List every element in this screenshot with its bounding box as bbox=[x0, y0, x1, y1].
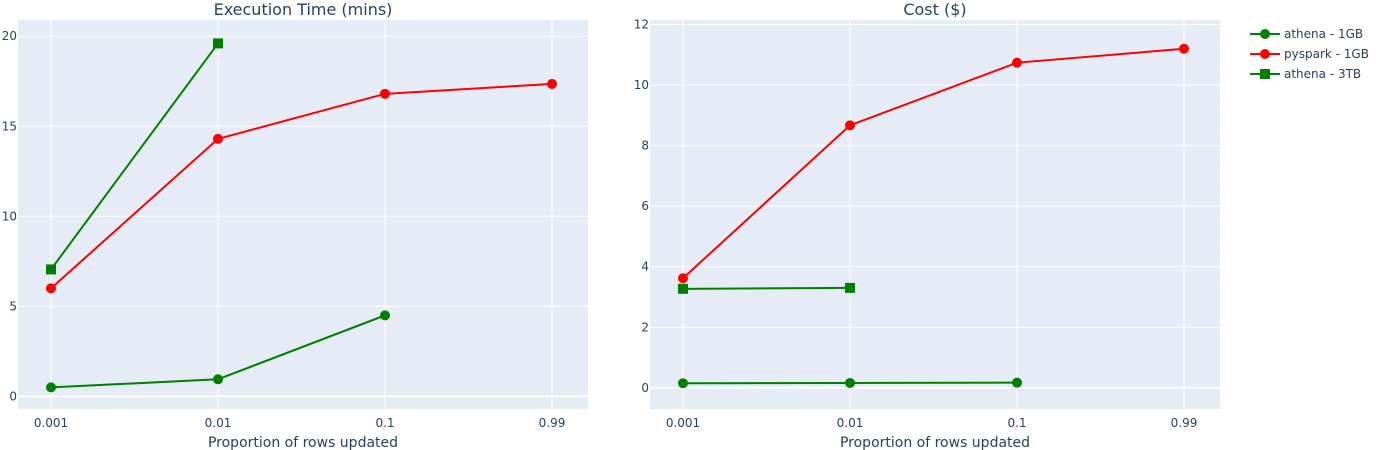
data-point-square bbox=[213, 38, 223, 49]
legend-item[interactable]: athena - 1GB bbox=[1250, 27, 1363, 41]
y-tick-label: 12 bbox=[634, 18, 649, 32]
x-tick-label: 0.001 bbox=[34, 416, 68, 430]
y-tick-label: 20 bbox=[2, 29, 17, 43]
series-line-pyspark-1gb bbox=[50, 82, 553, 290]
data-point-circle bbox=[1012, 377, 1022, 388]
series-line-athena-3tb bbox=[50, 42, 219, 271]
legend-marker-circle bbox=[1260, 29, 1270, 39]
data-point-circle bbox=[380, 88, 390, 99]
chart-title: Cost ($) bbox=[903, 0, 966, 19]
data-point-square bbox=[46, 264, 56, 275]
plot-area bbox=[18, 20, 588, 409]
legend-marker-square bbox=[1260, 69, 1270, 79]
x-axis-title: Proportion of rows updated bbox=[840, 435, 1030, 450]
x-tick-label: 0.99 bbox=[539, 416, 566, 430]
legend-marker-circle bbox=[1260, 49, 1270, 59]
data-point-circle bbox=[1179, 43, 1189, 54]
data-point-circle bbox=[46, 382, 56, 393]
data-point-square bbox=[678, 283, 688, 294]
data-point-circle bbox=[678, 273, 688, 284]
data-point-circle bbox=[678, 378, 688, 389]
data-point-square bbox=[845, 282, 855, 293]
y-tick-label: 5 bbox=[9, 299, 17, 313]
y-tick-label: 0 bbox=[641, 381, 649, 395]
legend-item[interactable]: pyspark - 1GB bbox=[1250, 47, 1369, 61]
x-tick-label: 0.01 bbox=[205, 416, 232, 430]
y-tick-label: 10 bbox=[634, 78, 649, 92]
y-tick-label: 6 bbox=[641, 199, 649, 213]
data-point-circle bbox=[380, 310, 390, 321]
data-point-circle bbox=[213, 133, 223, 144]
data-point-circle bbox=[845, 120, 855, 131]
y-tick-label: 2 bbox=[641, 320, 649, 334]
legend-label: athena - 3TB bbox=[1284, 67, 1361, 81]
data-point-circle bbox=[46, 283, 56, 294]
y-tick-label: 4 bbox=[641, 260, 649, 274]
chart-panel-2: 0.001 0.01 0.1 0.99 0 2 4 6 8 10 12 Cost ($) Proport… bbox=[634, 0, 1220, 450]
x-tick-label: 0.1 bbox=[375, 416, 394, 430]
data-point-circle bbox=[547, 78, 557, 89]
plot-area bbox=[650, 20, 1220, 409]
y-tick-label: 15 bbox=[2, 119, 17, 133]
x-axis-title: Proportion of rows updated bbox=[208, 435, 398, 450]
series-line-athena-3tb bbox=[682, 286, 851, 290]
legend[interactable]: athena - 1GB pyspark - 1GB athena - 3TB bbox=[1250, 27, 1369, 81]
x-tick-label: 0.99 bbox=[1171, 416, 1198, 430]
y-tick-label: 0 bbox=[9, 389, 17, 403]
data-point-circle bbox=[845, 377, 855, 388]
chart-panel-1: 0.001 0.01 0.1 0.99 0 5 10 15 20 Execution Time (… bbox=[2, 0, 588, 450]
series-line-pyspark-1gb bbox=[682, 47, 1185, 279]
x-tick-label: 0.01 bbox=[837, 416, 864, 430]
legend-label: pyspark - 1GB bbox=[1284, 47, 1369, 61]
y-tick-label: 8 bbox=[641, 139, 649, 153]
x-tick-label: 0.001 bbox=[666, 416, 700, 430]
legend-item[interactable]: athena - 3TB bbox=[1250, 67, 1361, 81]
chart-title: Execution Time (mins) bbox=[214, 0, 393, 19]
y-tick-label: 10 bbox=[2, 209, 17, 223]
legend-label: athena - 1GB bbox=[1284, 27, 1363, 41]
data-point-circle bbox=[213, 374, 223, 385]
x-tick-label: 0.1 bbox=[1007, 416, 1026, 430]
data-point-circle bbox=[1012, 57, 1022, 68]
